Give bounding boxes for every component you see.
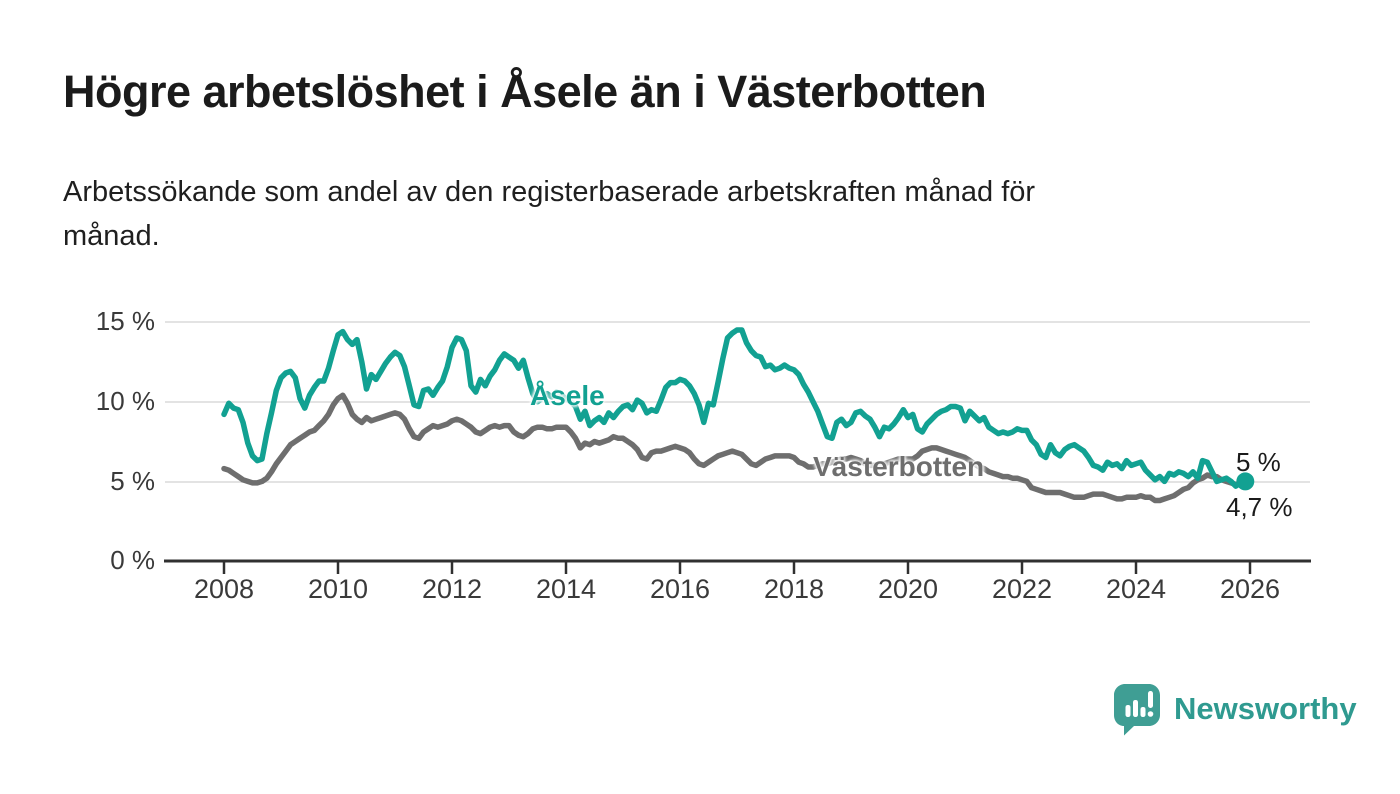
x-tick-label-2012: 2012 bbox=[421, 574, 483, 604]
newsworthy-logo-text: Newsworthy bbox=[1174, 691, 1357, 726]
x-tick-label-2020: 2020 bbox=[877, 574, 939, 604]
end-value-label-asele: 5 % bbox=[1236, 447, 1281, 477]
x-tick-label-2008: 2008 bbox=[193, 574, 255, 604]
subtitle-line-2: månad. bbox=[63, 220, 160, 252]
y-tick-label-0: 0 % bbox=[110, 545, 155, 575]
series-lines bbox=[221, 327, 1249, 504]
subtitle-line-1: Arbetssökande som andel av den registerb… bbox=[63, 176, 1036, 208]
series-label-vasterbotten: Västerbotten bbox=[813, 451, 985, 482]
x-tick-label-2022: 2022 bbox=[991, 574, 1053, 604]
series-label-asele: Åsele bbox=[530, 380, 605, 411]
newsworthy-logo[interactable]: Newsworthy bbox=[1112, 682, 1357, 736]
y-tick-label-15: 15 % bbox=[95, 306, 155, 336]
x-tick-label-2026: 2026 bbox=[1219, 574, 1281, 604]
x-tick-label-2010: 2010 bbox=[307, 574, 369, 604]
x-axis-ticks bbox=[222, 561, 1252, 574]
y-tick-label-5: 5 % bbox=[110, 466, 155, 496]
y-tick-label-10: 10 % bbox=[95, 386, 155, 416]
series-line-vsterbotten bbox=[221, 392, 1249, 504]
series-line-sele bbox=[221, 327, 1249, 489]
end-value-label-vasterbotten: 4,7 % bbox=[1226, 492, 1293, 522]
x-tick-label-2018: 2018 bbox=[763, 574, 825, 604]
series-end-dot bbox=[1236, 472, 1255, 491]
newsworthy-logo-icon bbox=[1114, 684, 1160, 736]
chart-subtitle: Arbetssökande som andel av den registerb… bbox=[63, 170, 1035, 258]
x-tick-label-2024: 2024 bbox=[1105, 574, 1167, 604]
x-tick-label-2016: 2016 bbox=[649, 574, 711, 604]
x-tick-label-2014: 2014 bbox=[535, 574, 597, 604]
page-title: Högre arbetslöshet i Åsele än i Västerbo… bbox=[63, 66, 987, 117]
